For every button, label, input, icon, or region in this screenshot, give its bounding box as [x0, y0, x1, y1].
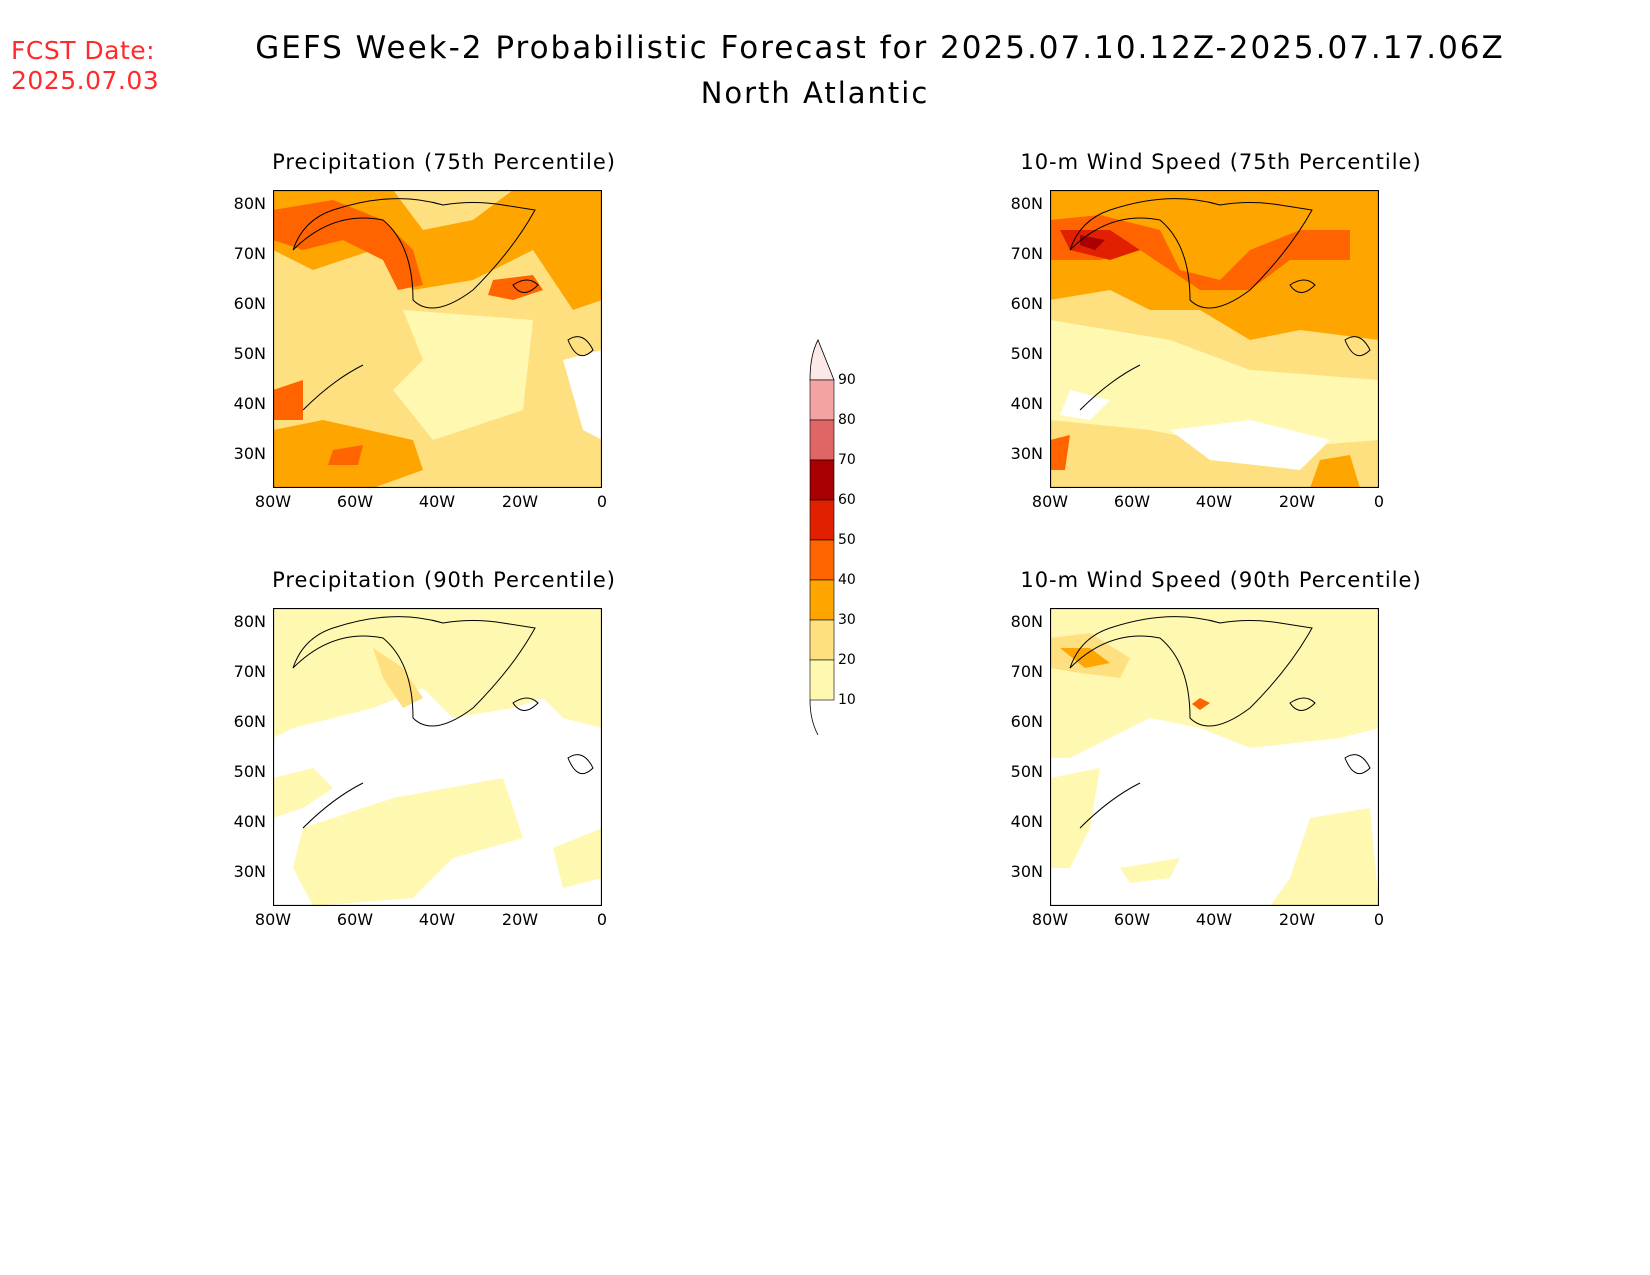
map-wind-75: [1050, 190, 1379, 488]
colorbar-label: 90: [838, 372, 856, 388]
colorbar-label: 20: [838, 652, 856, 668]
lat-label: 30N: [233, 444, 266, 463]
colorbar-label: 10: [838, 692, 856, 708]
map-precip-75: [273, 190, 602, 488]
page-title: GEFS Week-2 Probabilistic Forecast for 2…: [255, 30, 1505, 66]
lat-label: 80N: [1010, 194, 1043, 213]
lon-label: 80W: [1031, 910, 1069, 929]
lon-label: 0: [1373, 492, 1385, 511]
lat-label: 80N: [1010, 612, 1043, 631]
lon-label: 20W: [501, 910, 539, 929]
region-title: North Atlantic: [700, 76, 930, 110]
colorbar-swatch-10-20: [809, 659, 835, 701]
colorbar-label: 40: [838, 572, 856, 588]
lon-label: 0: [596, 910, 608, 929]
lat-label: 70N: [1010, 244, 1043, 263]
colorbar-lower-cap: [809, 699, 819, 735]
lon-label: 0: [596, 492, 608, 511]
lat-label: 80N: [233, 194, 266, 213]
lon-label: 40W: [418, 910, 456, 929]
lat-label: 50N: [1010, 344, 1043, 363]
colorbar-label: 80: [838, 412, 856, 428]
lon-label: 20W: [501, 492, 539, 511]
panel-title: 10-m Wind Speed (75th Percentile): [1020, 150, 1422, 174]
map-precip-90: [273, 608, 602, 906]
lat-label: 60N: [1010, 294, 1043, 313]
lon-label: 80W: [1031, 492, 1069, 511]
forecast-date-block: FCST Date: 2025.07.03: [11, 36, 159, 96]
lat-label: 50N: [233, 344, 266, 363]
lon-label: 60W: [336, 492, 374, 511]
colorbar-upper-cap: [809, 339, 835, 381]
panel-title: Precipitation (75th Percentile): [272, 150, 616, 174]
lon-label: 60W: [336, 910, 374, 929]
lon-label: 40W: [1195, 492, 1233, 511]
lon-label: 60W: [1113, 910, 1151, 929]
lon-label: 0: [1373, 910, 1385, 929]
lat-label: 40N: [233, 812, 266, 831]
colorbar-label: 70: [838, 452, 856, 468]
lat-label: 60N: [233, 294, 266, 313]
lat-label: 70N: [233, 662, 266, 681]
colorbar-swatch-20-30: [809, 619, 835, 661]
panel-title: 10-m Wind Speed (90th Percentile): [1020, 568, 1422, 592]
panel-precip-90: Precipitation (90th Percentile) 80N 70N …: [214, 568, 674, 978]
colorbar-swatch-80-90: [809, 379, 835, 421]
colorbar-swatch-70-80: [809, 419, 835, 461]
lat-label: 30N: [1010, 444, 1043, 463]
lon-label: 20W: [1278, 910, 1316, 929]
lon-label: 80W: [254, 910, 292, 929]
lat-label: 70N: [233, 244, 266, 263]
lat-label: 40N: [1010, 394, 1043, 413]
lon-label: 80W: [254, 492, 292, 511]
colorbar-swatch-40-50: [809, 539, 835, 581]
colorbar-swatch-50-60: [809, 499, 835, 541]
panel-title: Precipitation (90th Percentile): [272, 568, 616, 592]
forecast-date-value: 2025.07.03: [11, 66, 160, 95]
lat-label: 50N: [1010, 762, 1043, 781]
panel-precip-75: Precipitation (75th Percentile) 80N 70N …: [214, 150, 674, 560]
forecast-date-label: FCST Date:: [11, 36, 156, 65]
colorbar: [809, 339, 835, 735]
lon-label: 40W: [418, 492, 456, 511]
lat-label: 60N: [233, 712, 266, 731]
lon-label: 20W: [1278, 492, 1316, 511]
colorbar-label: 60: [838, 492, 856, 508]
panel-wind-90: 10-m Wind Speed (90th Percentile) 80N 70…: [991, 568, 1451, 978]
colorbar-label: 50: [838, 532, 856, 548]
colorbar-swatch-30-40: [809, 579, 835, 621]
lon-label: 60W: [1113, 492, 1151, 511]
panel-wind-75: 10-m Wind Speed (75th Percentile) 80N 70…: [991, 150, 1451, 560]
lon-label: 40W: [1195, 910, 1233, 929]
lat-label: 30N: [233, 862, 266, 881]
lat-label: 60N: [1010, 712, 1043, 731]
lat-label: 40N: [1010, 812, 1043, 831]
lat-label: 70N: [1010, 662, 1043, 681]
lat-label: 30N: [1010, 862, 1043, 881]
map-wind-90: [1050, 608, 1379, 906]
lat-label: 80N: [233, 612, 266, 631]
lat-label: 50N: [233, 762, 266, 781]
colorbar-swatch-60-70: [809, 459, 835, 501]
lat-label: 40N: [233, 394, 266, 413]
colorbar-label: 30: [838, 612, 856, 628]
